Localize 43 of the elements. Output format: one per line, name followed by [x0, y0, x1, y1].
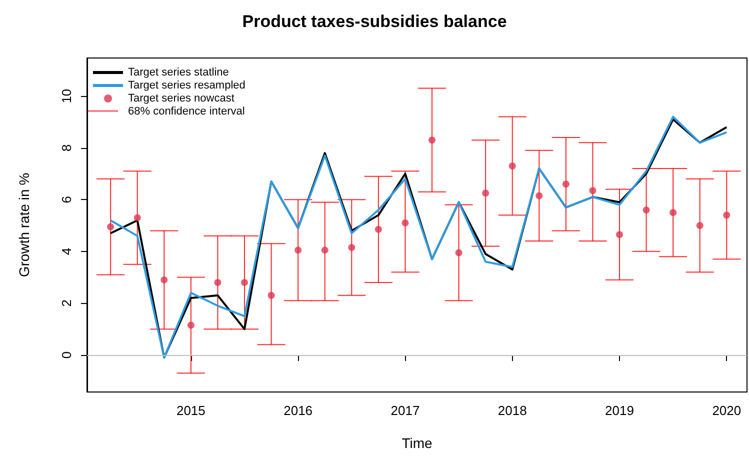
point	[374, 226, 382, 233]
y-tick-label: 6	[59, 196, 74, 204]
point	[214, 278, 222, 286]
point	[562, 180, 570, 188]
point	[482, 190, 490, 197]
x-axis-title: Time	[402, 435, 433, 451]
point	[589, 187, 596, 194]
point	[696, 222, 704, 230]
y-tick-label: 2	[59, 300, 74, 307]
legend-label: Target series statline	[128, 66, 229, 78]
point	[670, 209, 677, 216]
point	[508, 162, 516, 170]
point	[642, 206, 650, 214]
point	[616, 231, 623, 238]
y-tick-label: 0	[59, 351, 74, 359]
point	[107, 223, 114, 230]
x-tick-label: 2018	[498, 403, 527, 418]
annotation: 68% confidence interval	[128, 106, 245, 118]
chart-title: Product taxes-subsidies balance	[242, 12, 507, 31]
point	[294, 246, 302, 254]
y-tick-label: 8	[59, 144, 74, 152]
x-tick-label: 2017	[390, 403, 420, 418]
point	[321, 246, 328, 254]
point	[268, 292, 275, 299]
point	[160, 276, 168, 284]
point	[455, 249, 462, 256]
point	[428, 136, 436, 144]
point	[402, 219, 409, 226]
y-axis-title: Growth rate in %	[16, 172, 32, 278]
legend-label: Target series nowcast	[128, 92, 234, 104]
legend-label: Target series resampled	[128, 80, 246, 92]
y-tick-label: 4	[59, 248, 74, 256]
point	[134, 214, 141, 222]
x-tick-label: 2020	[712, 403, 742, 418]
point	[241, 278, 248, 286]
point	[187, 322, 194, 329]
point	[723, 212, 730, 219]
point	[348, 244, 356, 252]
point	[536, 192, 543, 200]
x-tick-label: 2016	[284, 403, 313, 418]
y-tick-label: 10	[59, 88, 74, 104]
x-tick-label: 2015	[176, 403, 206, 418]
x-tick-label: 2019	[605, 403, 634, 418]
